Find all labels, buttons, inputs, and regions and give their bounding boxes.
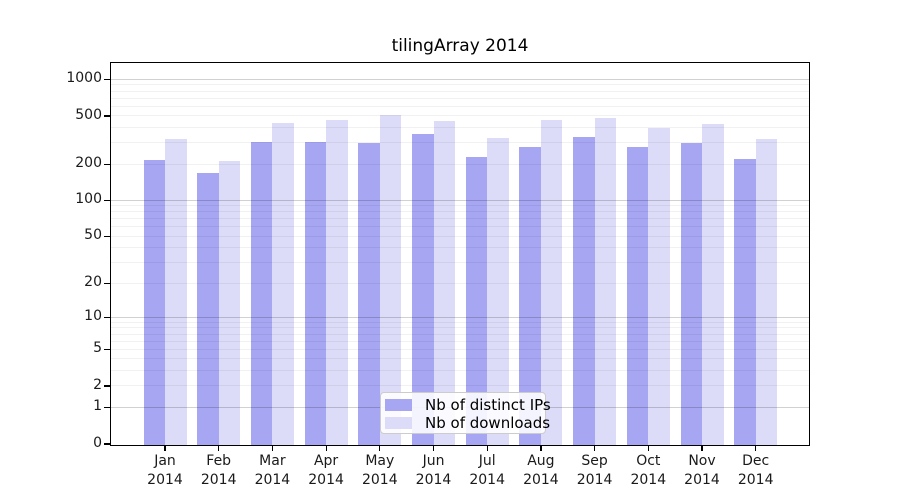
y-tick-5 [104, 348, 110, 351]
y-tick-label-500: 500 [75, 106, 102, 123]
y-tick-label-20: 20 [84, 274, 102, 291]
legend-label-downloads: Nb of downloads [425, 414, 551, 432]
x-tick-sep [594, 446, 596, 451]
bars-layer [110, 62, 810, 446]
y-tick-1 [104, 406, 110, 408]
x-tick-label-may: May 2014 [361, 453, 398, 488]
x-tick-label-jul: Jul 2014 [469, 453, 505, 488]
plot-area: Nb of distinct IPs Nb of downloads [110, 62, 810, 446]
bar-oct-distinct-ips [626, 146, 649, 446]
bar-jun-downloads [433, 120, 455, 446]
bar-jul-downloads [487, 137, 509, 446]
x-tick-label-mar: Mar 2014 [254, 453, 291, 488]
y-tick-label-50: 50 [84, 227, 102, 244]
x-tick-mar [271, 446, 274, 451]
bar-oct-downloads [648, 128, 670, 446]
x-tick-label-jun: Jun 2014 [415, 453, 452, 488]
y-tick-20 [104, 282, 110, 284]
bar-mar-distinct-ips [250, 141, 273, 446]
bar-jan-distinct-ips [143, 160, 165, 446]
x-tick-label-feb: Feb 2014 [200, 453, 237, 488]
bar-dec-distinct-ips [734, 159, 756, 446]
y-tick-10 [104, 316, 110, 319]
bar-aug-downloads [540, 120, 563, 446]
x-tick-nov [701, 446, 703, 451]
bar-sep-downloads [594, 118, 617, 446]
bar-nov-distinct-ips [680, 142, 702, 446]
y-tick-50 [104, 235, 110, 238]
legend-item-downloads: Nb of downloads [385, 414, 550, 432]
x-tick-dec [755, 446, 757, 451]
y-tick-label-100: 100 [75, 191, 102, 208]
bar-feb-downloads [218, 160, 241, 446]
x-tick-label-apr: Apr 2014 [308, 453, 344, 488]
chart-legend: Nb of distinct IPs Nb of downloads [380, 392, 551, 434]
bar-dec-downloads [755, 139, 778, 446]
y-tick-label-1: 1 [93, 398, 102, 415]
y-tick-500 [104, 115, 110, 117]
bar-nov-downloads [702, 124, 724, 446]
bar-may-distinct-ips [358, 142, 380, 446]
bar-apr-distinct-ips [304, 141, 327, 446]
legend-item-distinct-ips: Nb of distinct IPs [385, 396, 551, 414]
y-tick-100 [104, 199, 110, 202]
bar-jan-downloads [165, 139, 187, 446]
x-tick-jan [164, 446, 166, 451]
bar-feb-distinct-ips [197, 172, 219, 446]
x-tick-jun [432, 446, 435, 451]
bar-jun-distinct-ips [412, 134, 434, 446]
y-tick-0 [104, 443, 110, 445]
chart-title: tilingArray 2014 [391, 36, 529, 56]
y-tick-label-0: 0 [93, 434, 102, 451]
bar-sep-distinct-ips [573, 137, 595, 446]
x-tick-label-nov: Nov 2014 [684, 453, 720, 488]
x-tick-label-sep: Sep 2014 [576, 453, 613, 488]
y-tick-2 [104, 385, 110, 387]
x-tick-oct [647, 446, 649, 451]
bar-aug-distinct-ips [519, 146, 541, 446]
x-tick-aug [540, 446, 542, 451]
y-tick-label-10: 10 [84, 308, 102, 325]
x-tick-apr [325, 446, 327, 451]
x-tick-label-aug: Aug 2014 [523, 453, 559, 488]
y-tick-200 [104, 163, 110, 165]
y-tick-label-1000: 1000 [66, 70, 102, 87]
legend-label-distinct-ips: Nb of distinct IPs [425, 396, 551, 414]
y-tick-label-200: 200 [75, 155, 102, 171]
y-tick-1000 [104, 78, 110, 80]
bar-jul-distinct-ips [465, 157, 488, 446]
bar-may-downloads [379, 115, 402, 446]
x-tick-label-dec: Dec 2014 [737, 453, 774, 488]
x-tick-jul [486, 446, 488, 451]
x-tick-label-oct: Oct 2014 [630, 453, 667, 488]
x-tick-feb [218, 446, 220, 451]
legend-swatch-distinct-ips [385, 399, 412, 411]
bar-mar-downloads [272, 122, 294, 446]
y-tick-label-5: 5 [93, 340, 102, 357]
x-tick-may [379, 446, 381, 451]
legend-swatch-downloads [385, 417, 412, 429]
bar-apr-downloads [326, 120, 348, 446]
x-tick-label-jan: Jan 2014 [147, 453, 183, 488]
y-tick-label-2: 2 [93, 376, 102, 393]
